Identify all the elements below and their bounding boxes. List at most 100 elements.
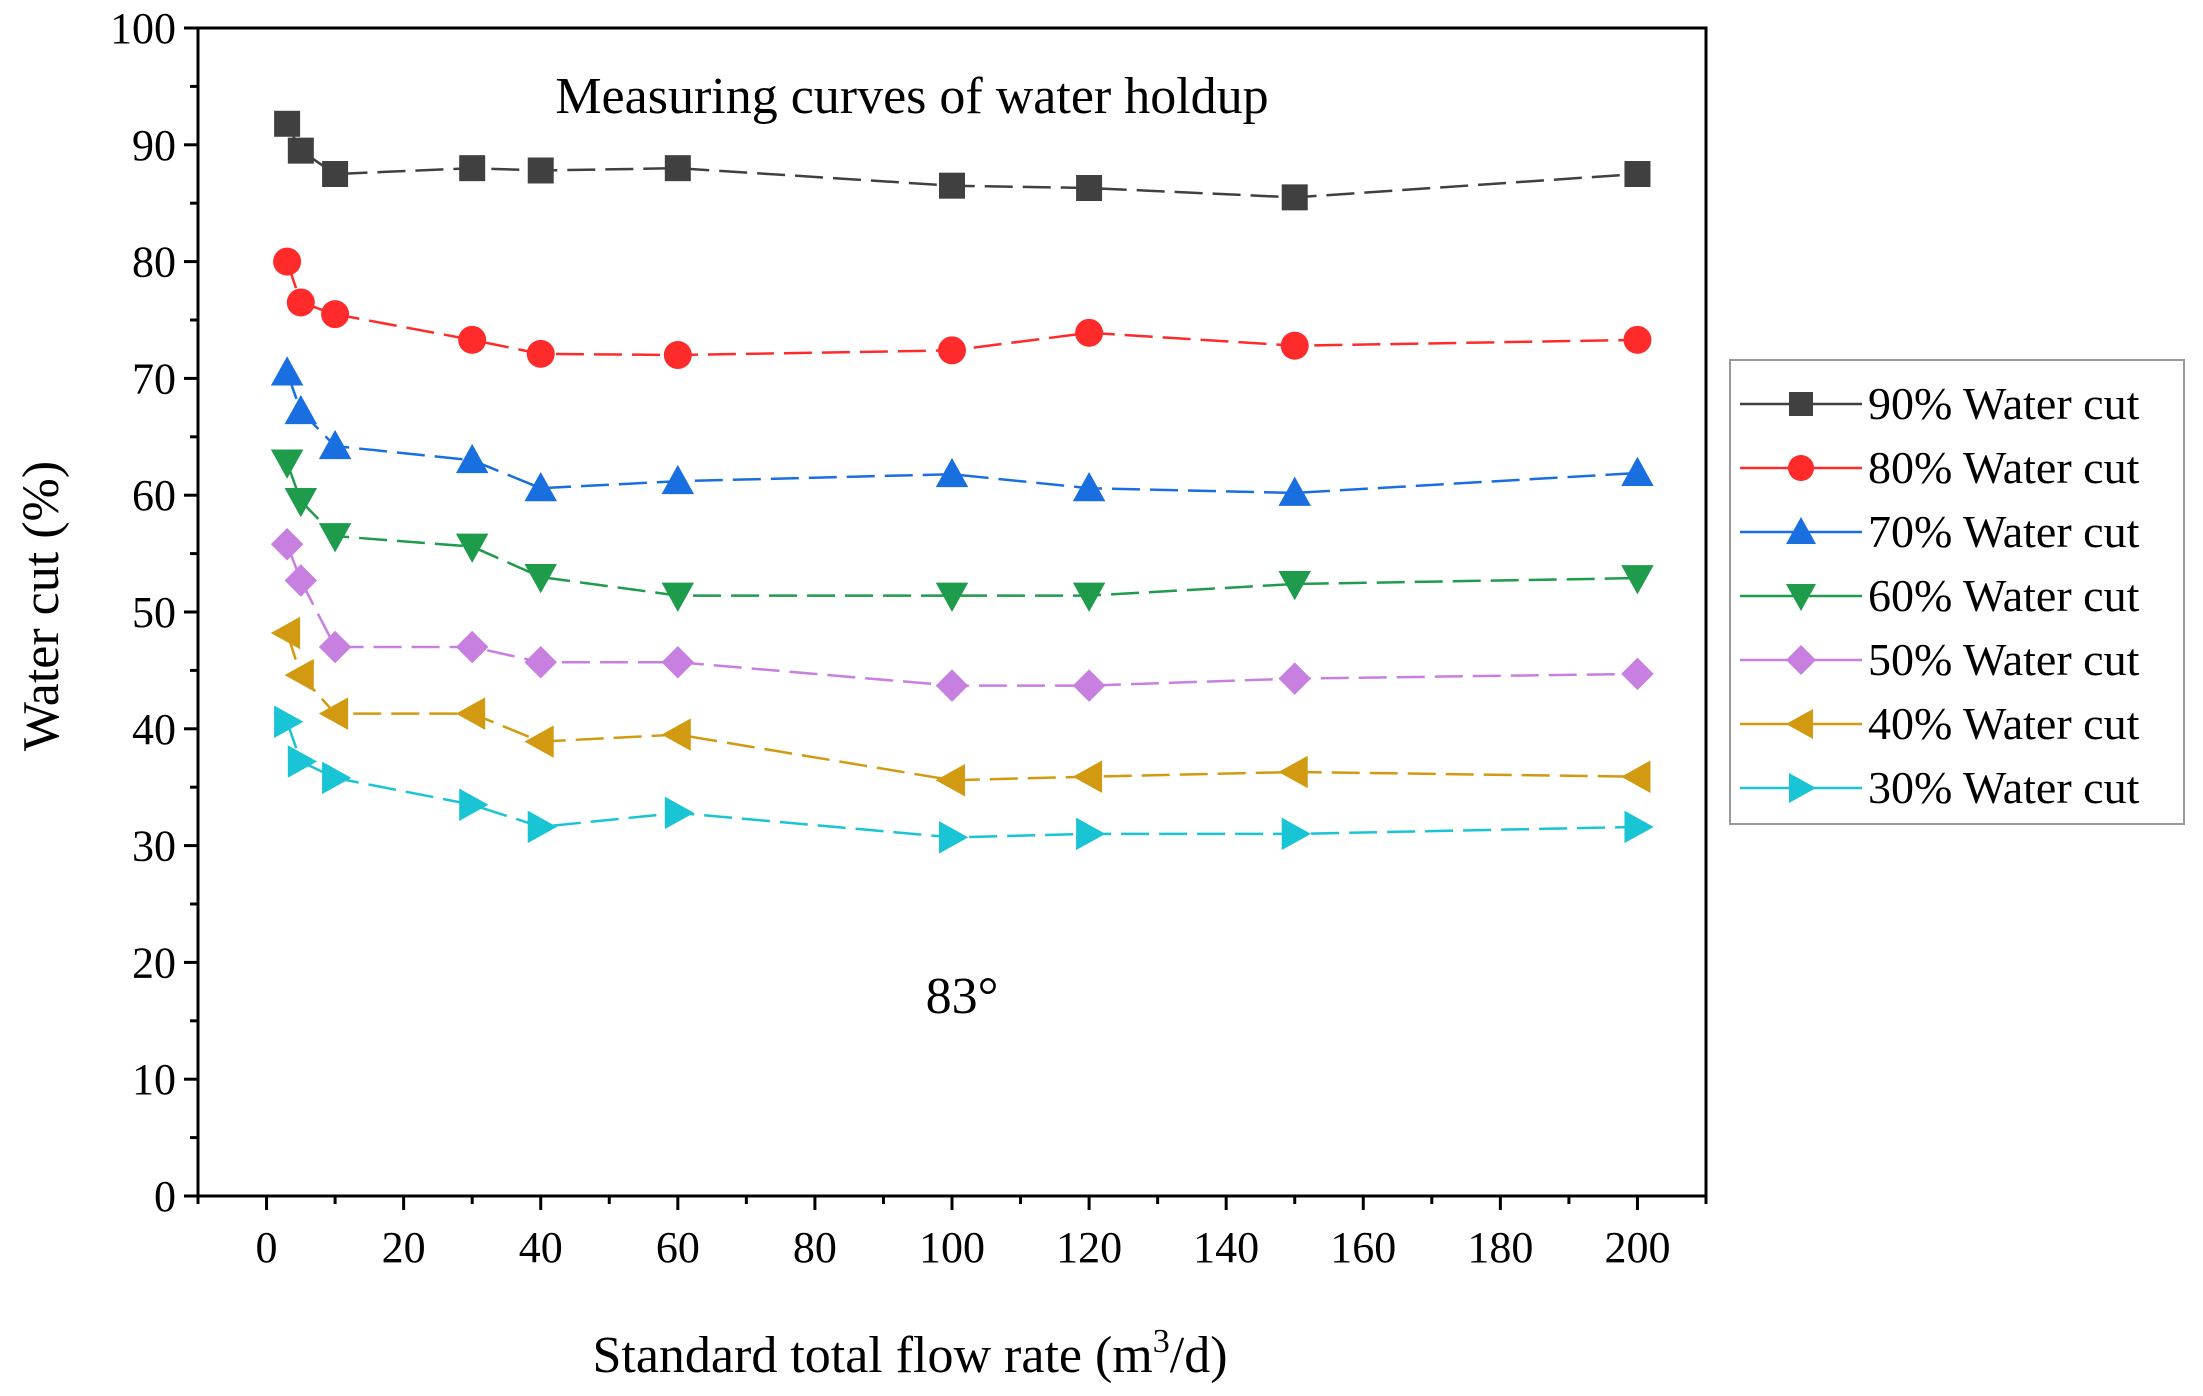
data-point	[459, 788, 489, 821]
data-point	[938, 336, 966, 365]
legend-label: 50% Water cut	[1868, 634, 2140, 685]
legend-label: 80% Water cut	[1868, 442, 2140, 493]
series-6	[270, 616, 1651, 797]
data-point	[1280, 331, 1309, 360]
x-tick-label: 140	[1193, 1223, 1259, 1272]
data-point	[284, 564, 318, 597]
y-tick-label: 20	[132, 938, 176, 987]
data-point	[273, 247, 302, 276]
y-tick-label: 10	[132, 1055, 176, 1104]
data-point	[1278, 662, 1311, 695]
data-point	[1072, 669, 1106, 702]
data-point	[661, 464, 695, 495]
data-point	[526, 339, 555, 368]
y-axis-title: Water cut (%)	[13, 461, 70, 751]
x-tick-label: 20	[382, 1223, 426, 1272]
data-point	[270, 449, 304, 479]
legend-label: 40% Water cut	[1868, 698, 2140, 749]
x-tick-label: 100	[919, 1223, 985, 1272]
legend-marker	[1786, 584, 1816, 611]
data-point	[286, 288, 315, 317]
data-point	[939, 172, 965, 199]
data-point	[455, 533, 489, 563]
data-point	[284, 658, 314, 692]
data-point	[455, 443, 489, 474]
x-tick-label: 40	[519, 1223, 563, 1272]
y-tick-label: 90	[132, 121, 176, 170]
series-7	[274, 705, 1654, 854]
data-point	[459, 155, 486, 182]
x-axis-title: Standard total flow rate (m3/d)	[592, 1323, 1227, 1384]
series-line	[285, 372, 1638, 495]
legend-marker	[1788, 455, 1814, 481]
legend-marker	[1786, 709, 1813, 739]
data-point	[455, 630, 489, 664]
data-point	[455, 697, 486, 730]
data-point	[1281, 184, 1308, 211]
data-point	[1621, 456, 1654, 487]
data-point	[661, 645, 695, 679]
legend-item: 60% Water cut	[1740, 570, 2140, 621]
data-point	[1623, 325, 1652, 354]
series-4	[270, 449, 1654, 612]
data-point	[527, 810, 557, 844]
x-tick-label: 200	[1604, 1223, 1670, 1272]
data-point	[1075, 318, 1104, 347]
data-point	[664, 796, 695, 830]
data-point	[524, 645, 557, 679]
y-tick-label: 40	[132, 705, 176, 754]
data-point	[661, 718, 691, 751]
data-point	[322, 161, 349, 187]
legend: 90% Water cut 80% Water cut 70% Water cut 6…	[1729, 359, 2185, 825]
legend-label: 90% Water cut	[1868, 378, 2140, 429]
data-point	[1281, 817, 1311, 851]
x-axis-title-superscript: 3	[1153, 1323, 1170, 1360]
data-point	[1278, 755, 1308, 789]
series-layer	[270, 110, 1654, 854]
data-point	[1621, 760, 1651, 793]
y-tick-label: 30	[132, 822, 176, 871]
data-point	[270, 528, 304, 561]
data-point	[318, 429, 352, 460]
series-line	[285, 721, 1638, 839]
data-point	[1072, 582, 1106, 612]
data-point	[321, 300, 350, 329]
data-point	[1072, 760, 1103, 793]
y-axis: 0 10 20 30 40 50 60 70 80 90 100	[110, 4, 198, 1221]
data-point	[1624, 810, 1654, 844]
data-point	[663, 341, 692, 370]
data-point	[524, 725, 554, 758]
data-point	[318, 523, 352, 553]
y-tick-label: 60	[132, 471, 176, 520]
data-point	[287, 745, 318, 778]
data-point	[1278, 476, 1311, 506]
data-point	[274, 110, 301, 137]
data-point	[287, 137, 314, 164]
legend-label: 60% Water cut	[1868, 570, 2140, 621]
data-point	[1076, 817, 1106, 851]
legend-marker	[1786, 517, 1816, 544]
legend-marker	[1789, 773, 1816, 803]
legend-label: 30% Water cut	[1868, 762, 2140, 813]
data-point	[664, 155, 691, 182]
data-point	[322, 761, 352, 795]
series-3	[270, 356, 1654, 506]
x-tick-label: 160	[1330, 1223, 1396, 1272]
legend-marker	[1786, 645, 1816, 675]
series-5	[270, 528, 1654, 702]
legend-item: 50% Water cut	[1740, 634, 2140, 685]
series-line	[285, 462, 1638, 597]
x-tick-label: 180	[1467, 1223, 1533, 1272]
data-point	[524, 471, 557, 502]
x-tick-label: 80	[793, 1223, 837, 1272]
data-point	[661, 582, 695, 612]
series-2	[273, 247, 1652, 370]
data-point	[318, 630, 352, 664]
data-point	[1621, 565, 1654, 595]
legend-marker	[1789, 392, 1813, 416]
data-point	[527, 157, 554, 184]
x-axis-title-main: Standard total flow rate (m	[592, 1327, 1152, 1384]
data-point	[274, 705, 304, 739]
legend-item: 90% Water cut	[1740, 378, 2140, 429]
data-point	[935, 457, 969, 488]
